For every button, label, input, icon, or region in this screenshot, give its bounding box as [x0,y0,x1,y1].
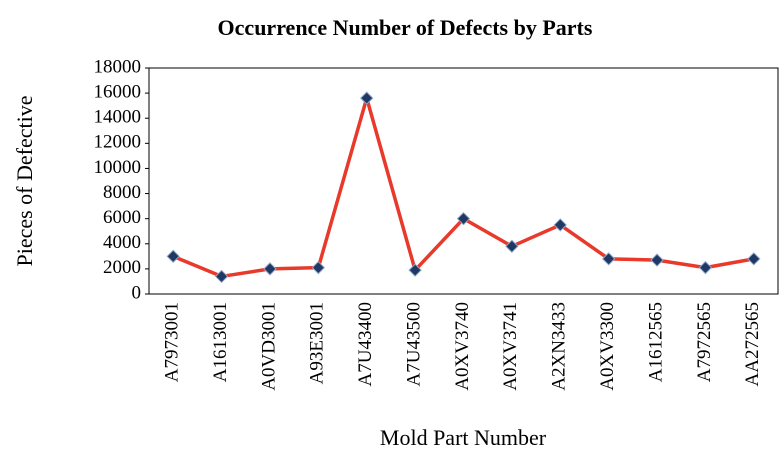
y-tick-label: 10000 [94,157,142,178]
line-series [172,96,755,279]
y-tick-label: 8000 [103,182,141,203]
x-tick-label: A7U43400 [355,302,376,386]
y-tick-label: 6000 [103,207,141,228]
x-tick-label: A1613001 [210,302,231,382]
x-tick-label: AA272565 [742,302,763,386]
y-tick-label: 2000 [103,257,141,278]
data-point [698,260,713,275]
data-point [166,249,180,264]
x-tick-label: A0VD3001 [258,302,279,391]
x-tick-label: A7972565 [694,302,715,382]
data-point [650,253,664,267]
data-point [601,252,616,266]
plot-frame [148,67,779,295]
x-axis-label: Mold Part Number [380,425,547,450]
x-tick-label: A0XV3740 [452,302,473,391]
data-point [408,263,422,277]
x-tick-label: A93E3001 [307,302,328,384]
data-point [505,239,519,253]
y-tick-label: 14000 [94,107,142,128]
y-tick-label: 18000 [94,56,142,77]
chart-title: Occurrence Number of Defects by Parts [218,15,593,40]
y-tick-label: 0 [132,282,142,303]
y-tick-label: 4000 [103,232,141,253]
y-axis-label: Pieces of Defective [12,95,37,266]
data-point [747,252,761,266]
data-point [553,218,567,232]
x-tick-label: A7973001 [162,302,183,382]
data-point [214,269,229,284]
data-point [311,260,326,275]
x-tick-label: A0XV3300 [597,302,618,391]
x-tick-label: A7U43500 [403,302,424,386]
y-tick-label: 12000 [94,132,142,153]
x-tick-label: A1612565 [645,302,666,382]
y-tick-label: 16000 [94,81,142,102]
data-point [263,262,277,276]
x-tick-label: A0XV3741 [500,302,521,391]
data-point [360,91,374,105]
data-point [456,211,471,226]
x-tick-label: A2XN3433 [549,302,570,391]
